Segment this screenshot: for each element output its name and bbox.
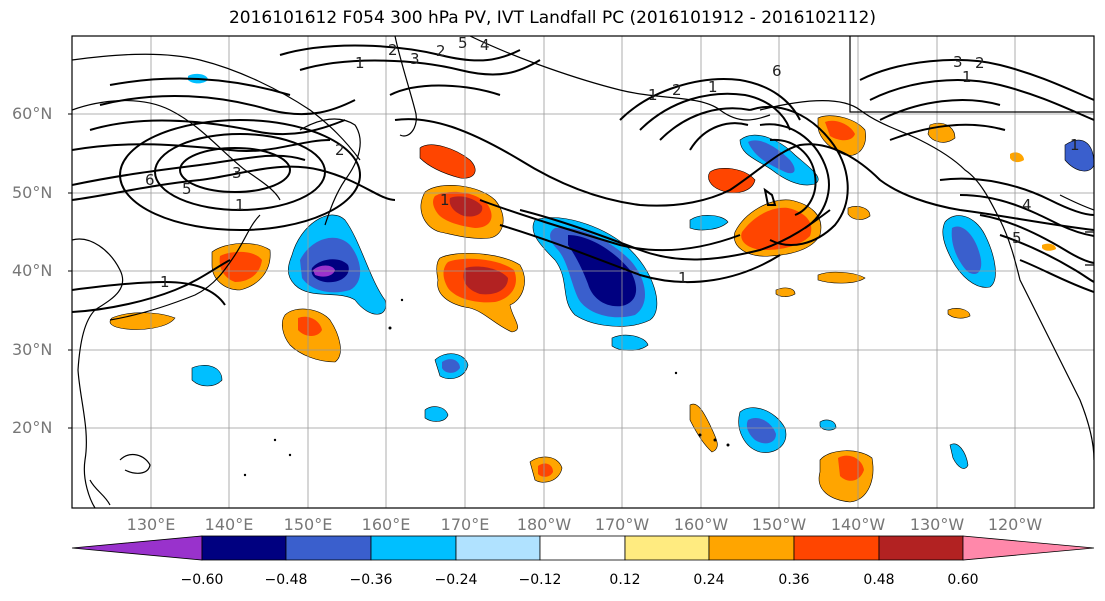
colorbar-tick-label: 0.60 — [947, 572, 979, 588]
anomaly-patch — [442, 359, 460, 373]
contour-label: 1 — [160, 273, 170, 291]
anomaly-patch — [419, 144, 476, 179]
contour-label: 1 — [678, 269, 688, 287]
colorbar-swatch — [793, 535, 880, 561]
positive-anomaly-patches — [109, 115, 1056, 503]
lat-label: 50°N — [12, 183, 53, 202]
lon-label: 130°W — [909, 515, 965, 534]
contour-label: 2 — [335, 141, 345, 159]
colorbar — [71, 535, 1095, 561]
lon-label: 120°W — [987, 515, 1043, 534]
anomaly-patch — [689, 215, 729, 231]
lon-label: 160°E — [361, 515, 411, 534]
contour-label: 1 — [648, 86, 658, 104]
anomaly-patch — [463, 266, 508, 295]
lat-label: 40°N — [12, 261, 53, 280]
colorbar-tick-label: −0.48 — [264, 572, 308, 588]
colorbar-swatch — [624, 535, 710, 561]
lon-label: 170°W — [594, 515, 650, 534]
colorbar-tick-label: 0.48 — [863, 572, 895, 588]
anomaly-patch — [951, 226, 982, 275]
contour-label: 5 — [1012, 229, 1022, 247]
colorbar-tick-label: 0.12 — [609, 572, 641, 588]
contour-label: 3 — [953, 53, 963, 71]
colorbar-tick-label: −0.24 — [434, 572, 478, 588]
contour-label: 3 — [410, 50, 420, 68]
lon-label: 150°E — [283, 515, 333, 534]
contour-label: 5 — [458, 34, 468, 52]
colorbar-tick-label: −0.60 — [180, 572, 224, 588]
contour-label: 1 — [235, 196, 245, 214]
colorbar-swatch — [285, 535, 372, 561]
colorbar-swatch — [201, 535, 287, 561]
anomaly-patch — [949, 443, 969, 469]
anomaly-patch — [748, 140, 795, 174]
contour-label: 6 — [772, 62, 782, 80]
colorbar-swatch — [962, 535, 1095, 561]
anomaly-patch — [708, 167, 756, 193]
lon-label: 170°E — [440, 515, 490, 534]
lon-label: 160°W — [673, 515, 729, 534]
contour-label: 2 — [672, 81, 682, 99]
anomaly-patch — [449, 196, 483, 217]
lat-label: 30°N — [12, 340, 53, 359]
contour-label: 6 — [145, 171, 155, 189]
contour-label: 2 — [388, 41, 398, 59]
contour-label: 2 — [436, 42, 446, 60]
lon-label: 130°E — [126, 515, 176, 534]
lat-label: 60°N — [12, 104, 53, 123]
lon-label: 150°W — [751, 515, 807, 534]
anomaly-patch — [838, 455, 864, 481]
anomaly-patch — [298, 316, 322, 336]
map-border — [71, 35, 1095, 509]
colorbar-swatch — [455, 535, 541, 561]
anomaly-patch — [611, 334, 649, 351]
lon-label: 140°E — [204, 515, 254, 534]
contour-label: 1 — [708, 78, 718, 96]
contour-label: 5 — [182, 180, 192, 198]
colorbar-swatch — [708, 535, 795, 561]
contour-label: 1 — [1070, 136, 1080, 154]
anomaly-patch — [847, 206, 871, 220]
lat-label: 20°N — [12, 418, 53, 437]
contour-label: 2 — [975, 54, 985, 72]
graticule — [72, 36, 1094, 508]
negative-anomaly-patches — [188, 73, 1094, 469]
lon-label: 140°W — [830, 515, 886, 534]
islands — [243, 298, 730, 477]
anomaly-patch — [538, 463, 553, 477]
colorbar-tick-label: −0.36 — [349, 572, 393, 588]
colorbar-swatch — [878, 535, 964, 561]
colorbar-swatch — [71, 535, 203, 561]
anomaly-patch — [817, 271, 866, 284]
colorbar-tick-label: 0.24 — [693, 572, 725, 588]
map-title: 2016101612 F054 300 hPa PV, IVT Landfall… — [228, 8, 876, 28]
colorbar-swatch — [539, 535, 626, 561]
contour-label: 3 — [232, 164, 242, 182]
tick-marks — [68, 113, 72, 429]
anomaly-patch — [219, 251, 262, 282]
lon-label: 180°W — [516, 515, 572, 534]
colorbar-tick-label: 0.36 — [778, 572, 810, 588]
colorbar-swatch — [370, 535, 457, 561]
anomaly-patch — [825, 120, 855, 141]
contour-label: 1 — [355, 54, 365, 72]
anomaly-patch — [1042, 243, 1056, 251]
anomaly-patch — [191, 365, 223, 387]
contour-labels: 1 2 3 5 6 1 2 1 4 5 3 2 1 1 2 1 6 1 3 2 … — [145, 34, 1080, 291]
contour-label: 1 — [440, 191, 450, 209]
coastlines — [72, 36, 1094, 508]
contour-label: 4 — [480, 36, 490, 54]
anomaly-patch — [741, 207, 812, 250]
ivt-contours — [72, 44, 1094, 313]
anomaly-patch — [746, 417, 776, 444]
anomaly-patch — [424, 406, 449, 422]
contour-label: 4 — [1022, 196, 1032, 214]
contour-label: 1 — [962, 68, 972, 86]
colorbar-tick-label: −0.12 — [518, 572, 562, 588]
anomaly-patch — [1010, 152, 1024, 163]
anomaly-patch — [947, 308, 971, 319]
